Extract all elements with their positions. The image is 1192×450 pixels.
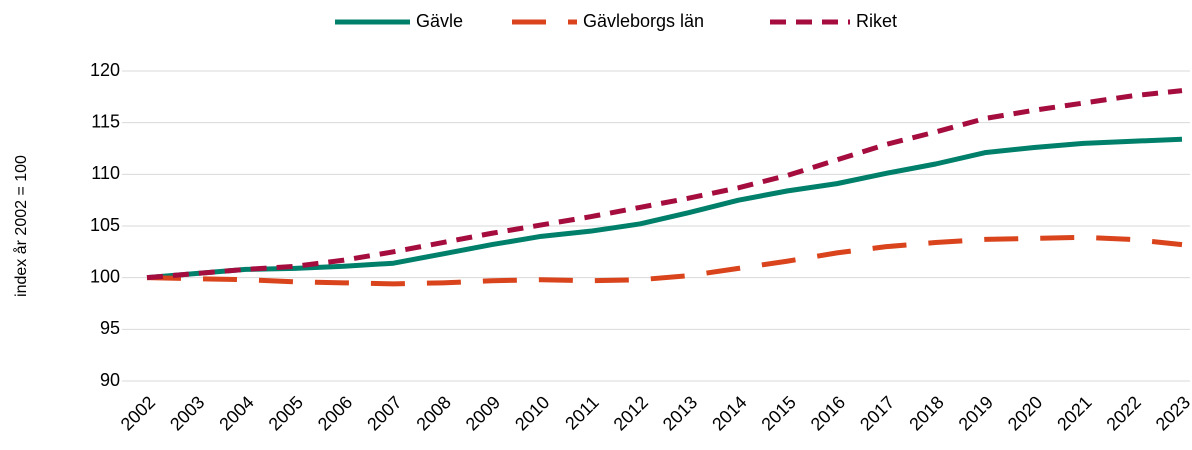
y-tick-label: 115 (91, 111, 120, 131)
data-line (146, 136, 1183, 281)
x-tick-label: 2009 (462, 392, 504, 434)
x-tick-label: 2007 (363, 392, 405, 434)
y-tick-label: 100 (90, 266, 120, 286)
x-tick-label: 2002 (117, 392, 159, 434)
x-tick-label: 2004 (215, 392, 257, 434)
legend-label: Gävle (416, 11, 463, 31)
x-tick-label: 2010 (511, 392, 553, 434)
x-tick-label: 2005 (265, 392, 307, 434)
x-tick-label: 2003 (166, 392, 208, 434)
x-tick-label: 2017 (856, 392, 898, 434)
y-tick-label: 120 (90, 60, 120, 80)
data-line (146, 88, 1183, 281)
y-tick-label: 110 (91, 163, 120, 183)
x-tick-label: 2021 (1053, 392, 1095, 434)
x-tick-label: 2015 (757, 392, 799, 434)
x-tick-label: 2012 (610, 392, 652, 434)
x-tick-label: 2014 (708, 392, 750, 434)
x-tick-label: 2020 (1004, 392, 1046, 434)
x-tick-label: 2022 (1102, 392, 1144, 434)
y-tick-label: 105 (90, 215, 120, 235)
x-tick-label: 2006 (314, 392, 356, 434)
x-tick-label: 2011 (561, 392, 603, 434)
data-line (146, 234, 1183, 287)
x-tick-label: 2013 (659, 392, 701, 434)
x-tick-label: 2018 (905, 392, 947, 434)
y-tick-label: 90 (100, 370, 120, 390)
x-tick-label: 2016 (807, 392, 849, 434)
x-tick-label: 2023 (1152, 392, 1192, 434)
legend-label: Riket (856, 11, 897, 31)
y-tick-label: 95 (100, 318, 120, 338)
legend-label: Gävleborgs län (583, 11, 704, 31)
x-tick-label: 2008 (412, 392, 454, 434)
y-axis-label: index år 2002 = 100 (12, 155, 30, 297)
x-tick-label: 2019 (955, 392, 997, 434)
